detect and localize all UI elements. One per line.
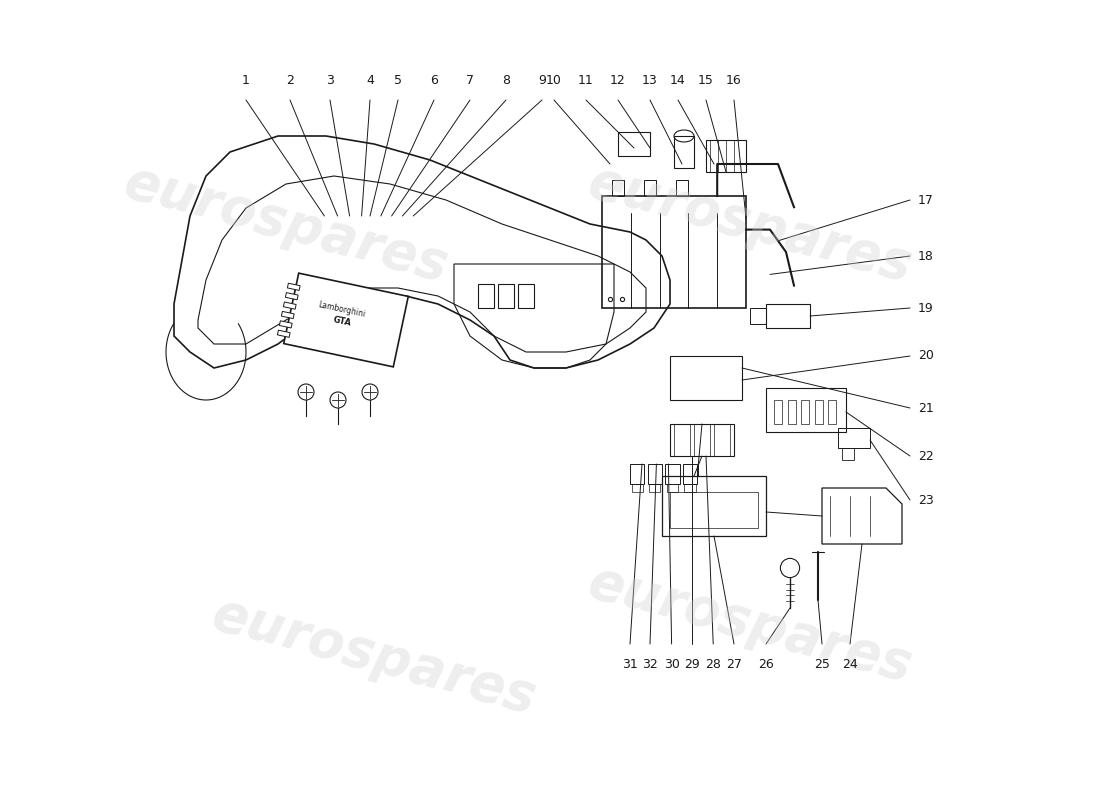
Text: 24: 24 bbox=[843, 658, 858, 670]
Text: 5: 5 bbox=[394, 74, 402, 86]
Bar bbox=[644, 180, 657, 196]
Bar bbox=[285, 293, 298, 300]
Bar bbox=[666, 464, 680, 484]
Text: 12: 12 bbox=[610, 74, 626, 86]
Bar bbox=[282, 311, 294, 318]
Bar bbox=[683, 464, 697, 484]
Bar bbox=[674, 136, 694, 168]
Bar bbox=[815, 400, 823, 424]
Text: 32: 32 bbox=[642, 658, 658, 670]
FancyBboxPatch shape bbox=[284, 273, 408, 367]
Text: eurospares: eurospares bbox=[582, 156, 917, 292]
Text: 10: 10 bbox=[546, 74, 562, 86]
Text: eurospares: eurospares bbox=[119, 156, 453, 292]
Text: GTA: GTA bbox=[332, 315, 352, 328]
Bar bbox=[750, 308, 766, 324]
Text: 13: 13 bbox=[642, 74, 658, 86]
Bar bbox=[287, 283, 300, 290]
Bar bbox=[766, 388, 846, 432]
Bar bbox=[774, 400, 782, 424]
Text: 19: 19 bbox=[918, 302, 934, 314]
Bar bbox=[766, 304, 810, 328]
Bar bbox=[618, 132, 650, 156]
Bar bbox=[706, 140, 746, 172]
Text: 28: 28 bbox=[705, 658, 722, 670]
Bar bbox=[670, 356, 742, 400]
Text: 1: 1 bbox=[242, 74, 250, 86]
Bar bbox=[630, 464, 645, 484]
Bar bbox=[694, 424, 710, 456]
Text: Lamborghini: Lamborghini bbox=[318, 300, 366, 318]
Bar bbox=[828, 400, 836, 424]
Text: 25: 25 bbox=[814, 658, 829, 670]
Text: 9: 9 bbox=[538, 74, 546, 86]
Bar bbox=[648, 464, 662, 484]
Bar bbox=[670, 424, 734, 456]
Text: 4: 4 bbox=[366, 74, 374, 86]
Text: 21: 21 bbox=[918, 402, 934, 414]
Bar bbox=[649, 484, 660, 492]
Bar bbox=[842, 448, 854, 460]
Bar bbox=[277, 330, 290, 338]
Bar bbox=[675, 180, 689, 196]
Text: 29: 29 bbox=[684, 658, 701, 670]
Bar bbox=[667, 484, 678, 492]
Text: 30: 30 bbox=[663, 658, 680, 670]
Text: 22: 22 bbox=[918, 450, 934, 462]
Bar bbox=[670, 492, 758, 528]
Text: 18: 18 bbox=[918, 250, 934, 262]
Text: 31: 31 bbox=[623, 658, 638, 670]
Bar bbox=[631, 484, 642, 492]
Text: 26: 26 bbox=[758, 658, 774, 670]
Text: 20: 20 bbox=[918, 350, 934, 362]
Bar bbox=[478, 284, 494, 308]
Text: 3: 3 bbox=[326, 74, 334, 86]
Text: 17: 17 bbox=[918, 194, 934, 206]
Text: eurospares: eurospares bbox=[582, 556, 917, 692]
Bar bbox=[674, 424, 690, 456]
Text: 8: 8 bbox=[502, 74, 510, 86]
Text: 14: 14 bbox=[670, 74, 686, 86]
Text: 2: 2 bbox=[286, 74, 294, 86]
Text: 27: 27 bbox=[726, 658, 741, 670]
Bar bbox=[684, 484, 695, 492]
Bar bbox=[284, 302, 296, 309]
Text: 15: 15 bbox=[698, 74, 714, 86]
Bar bbox=[279, 321, 293, 328]
Text: 7: 7 bbox=[466, 74, 474, 86]
Bar bbox=[662, 476, 766, 536]
Bar bbox=[612, 180, 625, 196]
Text: 11: 11 bbox=[579, 74, 594, 86]
Text: 6: 6 bbox=[430, 74, 438, 86]
Bar bbox=[714, 424, 730, 456]
Bar bbox=[838, 428, 870, 448]
Text: 16: 16 bbox=[726, 74, 741, 86]
Text: eurospares: eurospares bbox=[207, 588, 541, 724]
Bar bbox=[801, 400, 810, 424]
Bar bbox=[788, 400, 795, 424]
Bar bbox=[602, 196, 746, 308]
Text: 23: 23 bbox=[918, 494, 934, 506]
Bar bbox=[498, 284, 514, 308]
Bar bbox=[518, 284, 534, 308]
